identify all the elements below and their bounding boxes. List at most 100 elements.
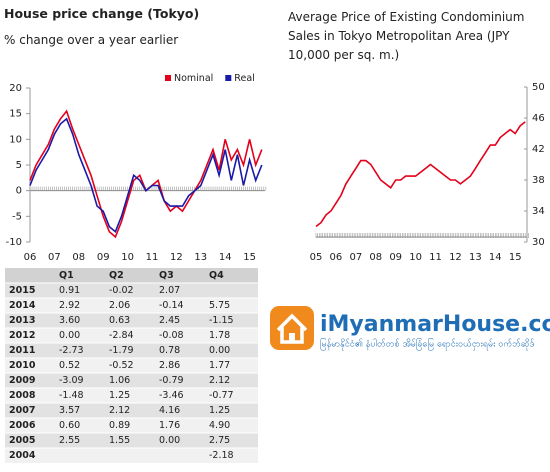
y-tick-label: 46 — [532, 113, 545, 124]
table-cell: 2.45 — [159, 315, 180, 326]
table-header-bg — [5, 268, 258, 283]
table-cell: -1.48 — [59, 390, 84, 401]
table-cell: 0.89 — [109, 420, 130, 431]
table-row-label: 2010 — [9, 360, 36, 371]
table-cell: -2.73 — [59, 345, 84, 356]
table-row-bg — [5, 328, 258, 343]
table-cell: -2.18 — [209, 450, 234, 461]
table-cell: 2.07 — [159, 285, 180, 296]
table-cell: 2.12 — [109, 405, 130, 416]
table-row-bg — [5, 448, 258, 463]
x-tick-label: 13 — [469, 252, 482, 263]
table-cell: -0.08 — [159, 330, 184, 341]
table-cell: 0.60 — [59, 420, 80, 431]
table-cell: 0.63 — [109, 315, 130, 326]
x-tick-label: 09 — [97, 252, 110, 263]
x-tick-label: 06 — [24, 252, 37, 263]
logo-name: iMyanmarHouse.com — [320, 312, 550, 337]
legend-label: Nominal — [174, 73, 213, 84]
table-row-label: 2005 — [9, 435, 35, 446]
table-cell: 0.78 — [159, 345, 180, 356]
table-row-bg — [5, 418, 258, 433]
table-row-bg — [5, 283, 258, 298]
table-row-label: 2014 — [9, 300, 36, 311]
table-cell: 3.57 — [59, 405, 80, 416]
table-row-label: 2011 — [9, 345, 35, 356]
table-row-bg — [5, 298, 258, 313]
table-row-label: 2012 — [9, 330, 35, 341]
table-cell: -1.15 — [209, 315, 234, 326]
table-row-bg — [5, 343, 258, 358]
table-cell: 1.76 — [159, 420, 180, 431]
chart-title: House price change (Tokyo) — [4, 6, 200, 21]
table-cell: -0.77 — [209, 390, 234, 401]
table-cell: 2.06 — [109, 300, 130, 311]
x-tick-label: 11 — [146, 252, 159, 263]
x-tick-label: 08 — [72, 252, 85, 263]
table-row-label: 2007 — [9, 405, 35, 416]
legend-swatch — [225, 75, 232, 81]
y-tick-label: 20 — [9, 83, 22, 94]
chart-subtitle: % change over a year earlier — [4, 33, 179, 47]
table-cell: 1.25 — [209, 405, 230, 416]
x-tick-label: 08 — [369, 252, 382, 263]
table-cell: 2.86 — [159, 360, 180, 371]
table-row-bg — [5, 373, 258, 388]
table-row-label: 2009 — [9, 375, 35, 386]
legend-swatch — [165, 75, 171, 81]
table-cell: 3.60 — [59, 315, 80, 326]
table-row-label: 2013 — [9, 315, 35, 326]
table-cell: 0.00 — [59, 330, 80, 341]
table-cell: 0.52 — [59, 360, 80, 371]
table-cell: 0.91 — [59, 285, 80, 296]
x-tick-label: 15 — [509, 252, 522, 263]
y-tick-label: 15 — [9, 109, 22, 120]
x-tick-label: 15 — [243, 252, 256, 263]
x-tick-label: 11 — [429, 252, 442, 263]
y-tick-label: 34 — [532, 206, 545, 217]
table-cell: 1.25 — [109, 390, 130, 401]
series-line — [29, 109, 263, 239]
table-header: Q2 — [109, 270, 124, 281]
table-cell: 2.12 — [209, 375, 230, 386]
x-tick-label: 10 — [121, 252, 134, 263]
table-cell: -3.09 — [59, 375, 84, 386]
x-tick-label: 05 — [310, 252, 323, 263]
table-row-bg — [5, 388, 258, 403]
y-tick-label: -5 — [12, 211, 22, 222]
table-cell: -3.46 — [159, 390, 184, 401]
legend-label: Real — [234, 73, 254, 84]
table-cell: -2.84 — [109, 330, 134, 341]
table-header: Q1 — [59, 270, 74, 281]
x-tick-label: 14 — [219, 252, 232, 263]
y-tick-label: -10 — [6, 237, 22, 248]
table-row-label: 2015 — [9, 285, 35, 296]
chart-title: Average Price of Existing Condominium Sa… — [288, 10, 525, 62]
x-tick-label: 14 — [489, 252, 502, 263]
table-cell: 1.78 — [209, 330, 230, 341]
table-cell: -1.79 — [109, 345, 134, 356]
x-tick-label: 12 — [170, 252, 183, 263]
table-cell: 4.90 — [209, 420, 230, 431]
y-tick-label: 50 — [532, 82, 545, 93]
table-cell: 5.75 — [209, 300, 230, 311]
y-tick-label: 30 — [532, 237, 545, 248]
table-row-label: 2008 — [9, 390, 36, 401]
x-tick-label: 13 — [194, 252, 207, 263]
x-tick-label: 09 — [389, 252, 402, 263]
y-tick-label: 5 — [16, 160, 22, 171]
table-cell: 2.55 — [59, 435, 80, 446]
table-row-bg — [5, 403, 258, 418]
table-row-label: 2004 — [9, 450, 36, 461]
table-cell: 2.75 — [209, 435, 230, 446]
table-cell: 1.77 — [209, 360, 230, 371]
x-tick-label: 10 — [409, 252, 422, 263]
series-line — [29, 117, 263, 234]
table-row-label: 2006 — [9, 420, 36, 431]
logo-tagline: မြန်မာနိုင်ငံ၏ နံပါတ်တစ် အိမ်ခြံမြေ ရောင… — [320, 338, 535, 351]
table-cell: 0.00 — [159, 435, 180, 446]
table-cell: -0.79 — [159, 375, 184, 386]
table-row-bg — [5, 433, 258, 448]
